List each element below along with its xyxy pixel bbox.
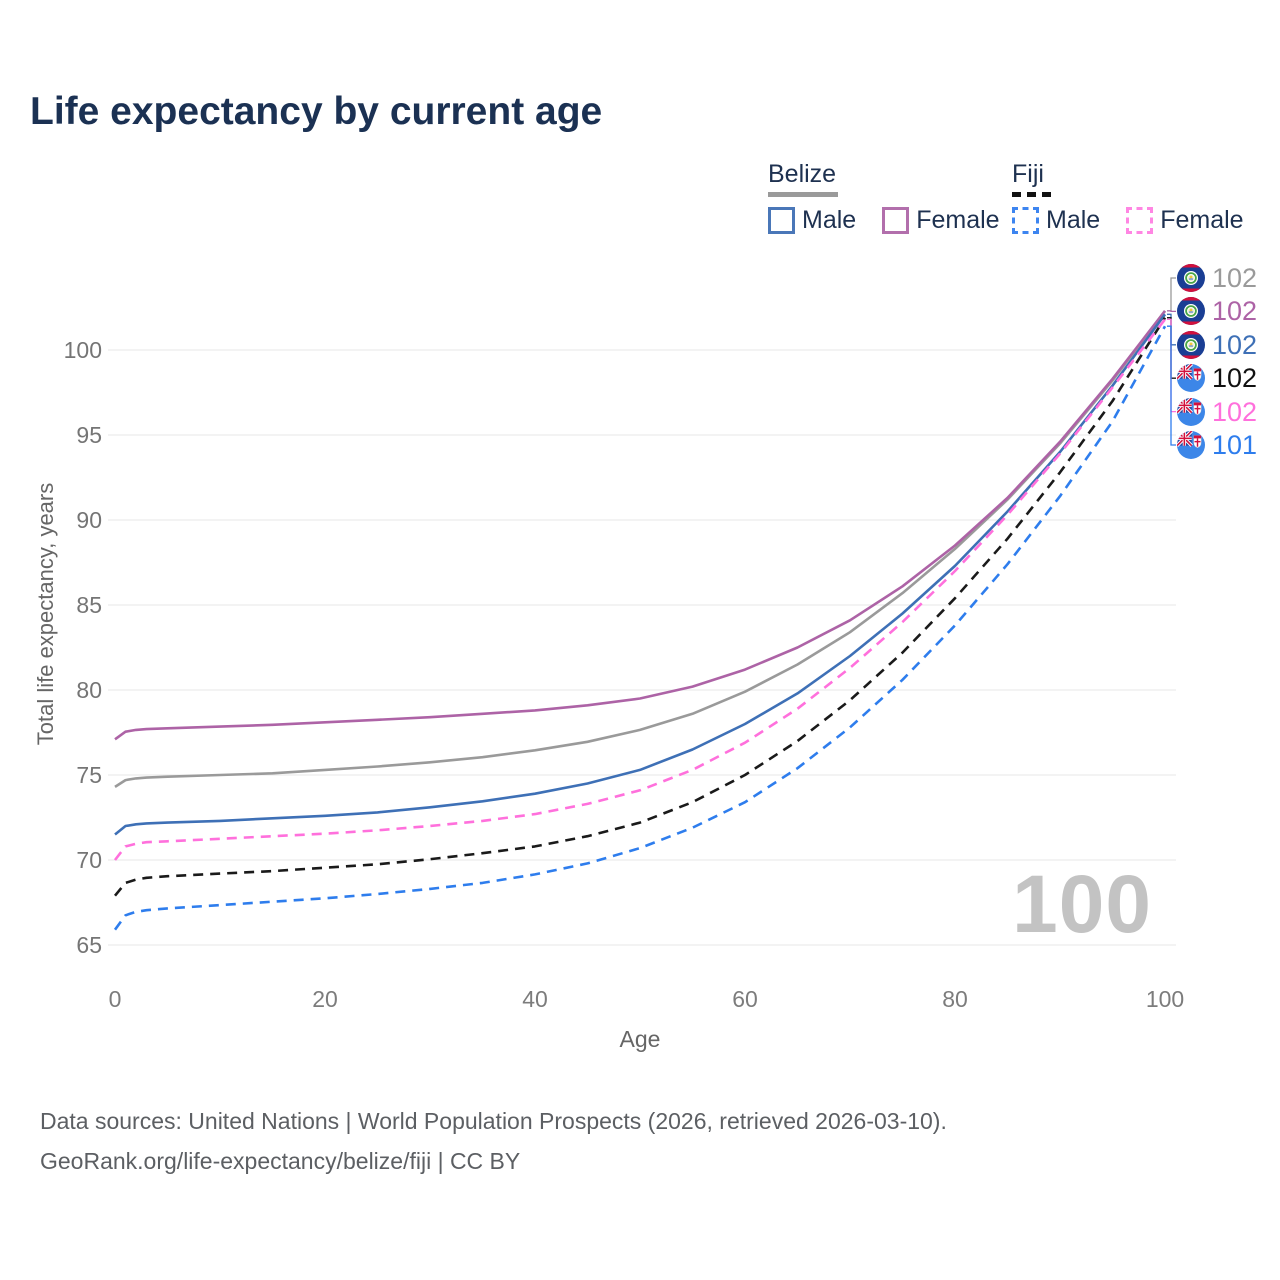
series-line-belize-female bbox=[114, 310, 1167, 741]
belize-flag-icon bbox=[1177, 297, 1205, 326]
legend-group-belize: Belize Male Female bbox=[768, 160, 1026, 235]
legend-item-fiji-male[interactable]: Male bbox=[1012, 206, 1100, 235]
footer-sources: Data sources: United Nations | World Pop… bbox=[40, 1108, 947, 1134]
legend-swatch bbox=[1012, 207, 1039, 234]
legend-item-label: Male bbox=[802, 206, 857, 234]
legend-swatch bbox=[1126, 207, 1154, 234]
legend-item-label: Male bbox=[1046, 206, 1101, 234]
leader-line bbox=[1167, 325, 1176, 446]
end-value-label: 102 bbox=[1212, 263, 1258, 293]
fiji-flag-icon bbox=[1177, 431, 1205, 459]
y-tick-label: 95 bbox=[76, 422, 102, 448]
legend-item-label: Female bbox=[916, 206, 1000, 234]
leader-line bbox=[1167, 313, 1176, 346]
series-line-fiji-total bbox=[113, 317, 1167, 897]
x-axis-title: Age bbox=[619, 1026, 661, 1052]
y-tick-label: 65 bbox=[76, 932, 102, 958]
end-label-fiji-total: 102 bbox=[1177, 363, 1257, 393]
belize-flag-icon bbox=[1177, 264, 1205, 292]
legend-item-belize-female[interactable]: Female bbox=[882, 206, 1000, 235]
y-tick-label: 100 bbox=[63, 337, 102, 363]
leader-line bbox=[1167, 310, 1176, 313]
leader-line bbox=[1167, 318, 1176, 413]
legend-underline-solid bbox=[768, 192, 838, 197]
x-tick-label: 0 bbox=[108, 986, 122, 1012]
end-value-label: 102 bbox=[1212, 329, 1258, 360]
series-line-belize-male bbox=[114, 313, 1167, 836]
fiji-flag-icon bbox=[1177, 364, 1205, 393]
legend-group-fiji: Fiji Male Female bbox=[1012, 160, 1270, 235]
series-line-fiji-male bbox=[113, 325, 1167, 931]
end-value-label: 102 bbox=[1212, 396, 1258, 427]
end-value-label: 101 bbox=[1212, 430, 1258, 460]
end-label-belize-female: 102 bbox=[1177, 296, 1257, 326]
x-tick-label: 20 bbox=[312, 986, 338, 1012]
y-tick-label: 75 bbox=[76, 762, 102, 788]
end-value-label: 102 bbox=[1212, 296, 1258, 327]
age-watermark: 100 bbox=[1012, 859, 1152, 950]
legend-underline-dashed bbox=[1012, 192, 1056, 197]
legend-item-belize-male[interactable]: Male bbox=[768, 206, 856, 235]
footer-attribution: GeoRank.org/life-expectancy/belize/fiji … bbox=[40, 1148, 521, 1174]
page-title: Life expectancy by current age bbox=[30, 90, 603, 133]
end-label-belize-male: 102 bbox=[1177, 330, 1257, 360]
x-tick-label: 80 bbox=[942, 986, 968, 1012]
leader-line bbox=[1167, 317, 1176, 379]
x-tick-label: 100 bbox=[1145, 986, 1185, 1012]
end-label-belize-total: 102 bbox=[1177, 263, 1257, 293]
end-value-label: 102 bbox=[1212, 363, 1258, 394]
y-tick-label: 85 bbox=[76, 592, 102, 618]
legend-group-label[interactable]: Fiji bbox=[1012, 160, 1044, 188]
y-tick-label: 70 bbox=[76, 847, 102, 873]
legend-swatch bbox=[882, 207, 910, 234]
legend-group-label[interactable]: Belize bbox=[768, 160, 837, 188]
series-line-belize-total bbox=[114, 310, 1167, 788]
end-label-fiji-male: 101 bbox=[1177, 430, 1257, 460]
legend-swatch bbox=[768, 207, 795, 234]
end-label-fiji-female: 102 bbox=[1177, 397, 1257, 427]
legend-items: Male Female bbox=[1012, 206, 1270, 235]
x-tick-label: 40 bbox=[522, 986, 548, 1012]
legend-items: Male Female bbox=[768, 206, 1026, 235]
fiji-flag-icon bbox=[1177, 397, 1205, 426]
belize-flag-icon bbox=[1177, 330, 1205, 359]
series-line-fiji-female bbox=[113, 318, 1167, 861]
y-tick-label: 90 bbox=[76, 507, 102, 533]
leader-line bbox=[1167, 277, 1176, 312]
legend-item-fiji-female[interactable]: Female bbox=[1126, 206, 1244, 235]
legend-item-label: Female bbox=[1160, 206, 1244, 234]
x-tick-label: 60 bbox=[732, 986, 758, 1012]
y-tick-label: 80 bbox=[76, 677, 102, 703]
